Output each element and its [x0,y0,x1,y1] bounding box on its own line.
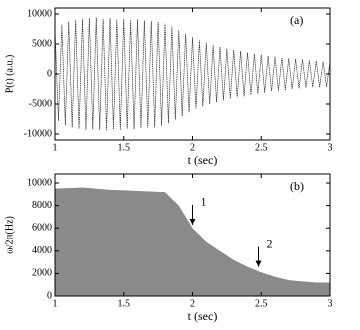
y-tick-label: -10000 [24,128,52,139]
annotation-label: 2 [267,236,273,250]
y-axis-label: ω/2π(Hz) [4,216,15,254]
x-tick-label: 1.5 [118,298,131,309]
y-axis-label: P(t) (a.u.) [4,55,15,94]
x-tick-label: 3 [328,298,333,309]
signal-line [54,17,331,131]
x-axis-label: t (sec) [188,153,218,167]
x-axis-label: t (sec) [188,309,218,323]
x-tick-label: 2.5 [255,298,268,309]
x-tick-label: 3 [328,142,333,153]
y-tick-label: 0 [47,68,52,79]
arrow-head [189,218,196,225]
y-tick-label: 2000 [32,268,52,279]
y-tick-label: 0 [47,290,52,301]
x-tick-label: 2.5 [255,142,268,153]
y-tick-label: 10000 [27,8,52,19]
y-tick-label: 10000 [27,177,52,188]
x-tick-label: 1 [53,142,58,153]
x-tick-label: 1.5 [118,142,131,153]
y-tick-label: -5000 [29,98,52,109]
y-tick-label: 6000 [32,223,52,234]
x-tick-label: 1 [53,298,58,309]
y-tick-label: 8000 [32,200,52,211]
x-tick-label: 2 [190,142,195,153]
annotation-label: 1 [201,195,207,209]
y-tick-label: 4000 [32,245,52,256]
spectrogram-area [55,187,330,296]
x-tick-label: 2 [190,298,195,309]
panel-label: (a) [290,13,303,27]
y-tick-label: 5000 [32,38,52,49]
arrow-head [255,260,262,267]
panel-label: (b) [290,179,304,193]
